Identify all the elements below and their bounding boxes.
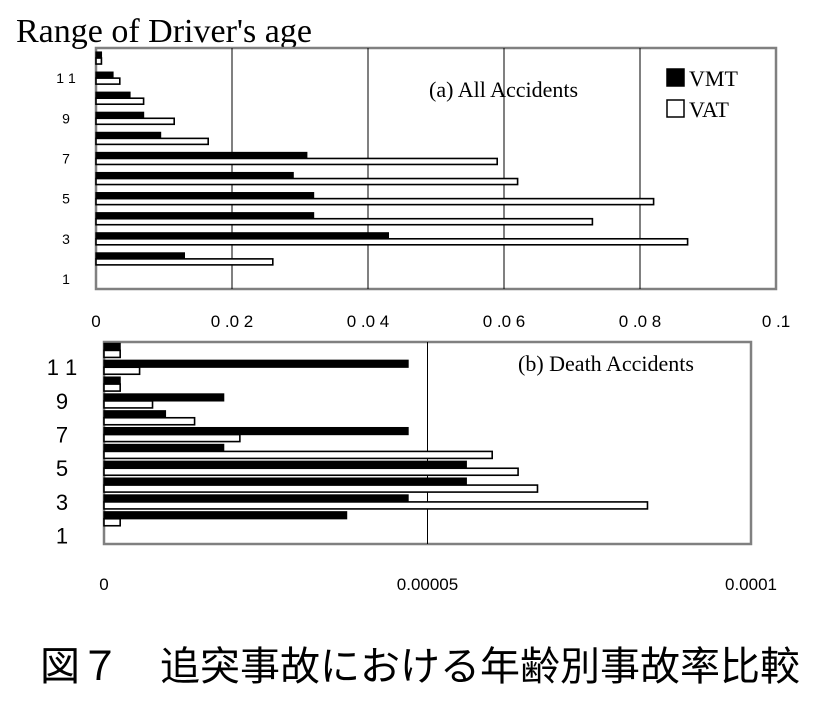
x-tick-label: 0 .0 8 bbox=[619, 312, 662, 331]
bar-vat bbox=[95, 137, 209, 146]
bar-vat bbox=[103, 400, 154, 409]
panel-label: (b) Death Accidents bbox=[518, 351, 694, 376]
bar-vmt bbox=[103, 410, 167, 419]
x-tick-label: 0.00005 bbox=[397, 575, 458, 594]
bar-vmt bbox=[95, 71, 114, 79]
bar-vmt bbox=[95, 151, 308, 160]
bar-vmt bbox=[103, 477, 467, 486]
bar-vmt bbox=[95, 51, 103, 59]
category-label: 1 1 bbox=[47, 355, 78, 380]
bar-vmt bbox=[95, 192, 315, 200]
legend-vmt-label: VMT bbox=[689, 66, 738, 91]
bar-vmt bbox=[103, 376, 121, 385]
bar-vat bbox=[103, 349, 121, 359]
bar-vat bbox=[95, 197, 655, 206]
x-tick-label: 0 .1 bbox=[762, 312, 790, 331]
bar-vat bbox=[103, 484, 539, 493]
legend-vat-label: VAT bbox=[689, 97, 730, 122]
bar-vat bbox=[95, 57, 103, 65]
bar-vat bbox=[103, 416, 196, 426]
bar-vmt bbox=[103, 443, 225, 453]
bar-vat bbox=[95, 258, 274, 266]
plot-frame bbox=[94, 46, 778, 291]
x-tick-label: 0.0001 bbox=[725, 575, 777, 594]
bar-vat bbox=[95, 217, 594, 226]
bar-vmt bbox=[95, 131, 162, 139]
category-label: 7 bbox=[56, 423, 68, 448]
bar-vat bbox=[103, 433, 241, 443]
legend-vmt-swatch bbox=[666, 68, 685, 87]
bar-vmt bbox=[103, 393, 225, 402]
bar-vat bbox=[95, 237, 689, 246]
category-label: 1 1 bbox=[56, 70, 76, 86]
bar-vmt bbox=[95, 252, 186, 260]
bar-vmt bbox=[103, 460, 467, 469]
bar-vat bbox=[103, 383, 121, 392]
bar-vmt bbox=[103, 511, 348, 520]
figure-caption: 図７ 追突事故における年齢別事故率比較 bbox=[40, 644, 800, 690]
bar-vat bbox=[95, 77, 121, 85]
bar-vmt bbox=[95, 232, 389, 240]
bar-vat bbox=[95, 177, 519, 186]
legend-vat-swatch bbox=[666, 99, 685, 118]
category-label: 5 bbox=[62, 191, 70, 207]
bar-vat bbox=[95, 97, 145, 106]
bar-vat bbox=[103, 517, 121, 527]
bar-vmt bbox=[95, 212, 315, 220]
x-tick-label: 0 .0 2 bbox=[211, 312, 254, 331]
bar-vmt bbox=[95, 91, 131, 99]
category-label: 7 bbox=[62, 150, 70, 166]
bar-vmt bbox=[95, 111, 145, 119]
bar-vat bbox=[103, 366, 141, 376]
category-label: 1 bbox=[62, 271, 70, 287]
category-label: 3 bbox=[62, 231, 70, 247]
category-label: 5 bbox=[56, 456, 68, 481]
x-tick-label: 0 .0 6 bbox=[483, 312, 526, 331]
category-label: 3 bbox=[56, 490, 68, 515]
bar-vat bbox=[103, 450, 494, 460]
panel-label: (a) All Accidents bbox=[429, 77, 578, 102]
x-tick-label: 0 bbox=[99, 575, 108, 594]
bar-vat bbox=[103, 501, 649, 510]
x-tick-label: 0 bbox=[91, 312, 100, 331]
legend: VMT VAT bbox=[666, 66, 738, 122]
bar-vmt bbox=[103, 426, 409, 436]
bar-vat bbox=[95, 117, 175, 126]
figure-title: Range of Driver's age bbox=[16, 13, 312, 50]
bar-vmt bbox=[103, 494, 409, 503]
category-label: 9 bbox=[62, 110, 70, 126]
bar-vmt bbox=[95, 171, 294, 180]
bar-vmt bbox=[103, 342, 121, 352]
category-label: 1 bbox=[56, 524, 68, 549]
bar-vmt bbox=[103, 359, 409, 368]
category-label: 9 bbox=[56, 389, 68, 414]
x-tick-label: 0 .0 4 bbox=[347, 312, 390, 331]
bar-vat bbox=[103, 467, 519, 477]
bar-vat bbox=[95, 157, 499, 166]
